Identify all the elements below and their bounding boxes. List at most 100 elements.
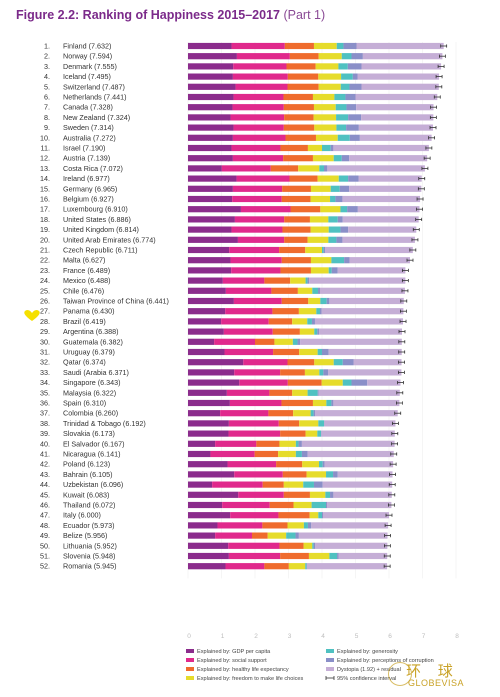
- bar-segment-generosity: [328, 267, 332, 274]
- bar-segment-gdp: [188, 542, 229, 549]
- bar-segment-generosity: [295, 440, 299, 447]
- bar-segment-dystopia: [353, 359, 402, 366]
- bar-segment-dystopia: [358, 175, 422, 182]
- bar-segment-corruption: [331, 267, 338, 274]
- bar-segment-gdp: [188, 114, 231, 121]
- bar-segment-generosity: [331, 257, 345, 264]
- bar-segment-corruption: [331, 399, 334, 407]
- rank-label: 30.: [40, 337, 50, 346]
- legend-label: Explained by: freedom to make life choic…: [197, 676, 304, 682]
- country-label: United States (6.886): [63, 215, 131, 224]
- bar-segment-corruption: [317, 389, 319, 396]
- bar-segment-dystopia: [298, 532, 388, 539]
- bar-segment-social: [233, 63, 287, 70]
- bar-segment-dystopia: [358, 124, 434, 131]
- country-label: Costa Rica (7.072): [63, 164, 123, 173]
- bar-segment-gdp: [188, 481, 213, 488]
- country-label: Bahrain (6.105): [63, 470, 113, 479]
- bar-segment-gdp: [188, 63, 234, 70]
- bar-segment-health: [281, 257, 311, 264]
- rank-label: 9.: [44, 123, 50, 132]
- bar-segment-corruption: [295, 532, 299, 539]
- legend-label: 95% confidence interval: [337, 676, 396, 682]
- bar-segment-social: [233, 297, 282, 305]
- bar-segment-freedom: [305, 430, 318, 437]
- bar-segment-gdp: [188, 297, 234, 305]
- x-tick-label: 2: [254, 633, 258, 640]
- bar-segment-gdp: [188, 461, 228, 468]
- bar-segment-corruption: [344, 257, 350, 264]
- bar-segment-freedom: [288, 563, 306, 570]
- bar-segment-corruption: [339, 185, 350, 192]
- country-label: United Kingdom (6.814): [63, 225, 139, 234]
- rank-label: 14.: [40, 174, 50, 183]
- bar-segment-social: [212, 481, 263, 488]
- country-label: Kuwait (6.083): [63, 490, 109, 499]
- rank-label: 2.: [44, 52, 50, 61]
- bar-segment-social: [232, 155, 284, 162]
- x-tick-label: 7: [422, 633, 426, 640]
- bar-segment-corruption: [349, 83, 362, 90]
- bar-segment-gdp: [188, 93, 234, 101]
- highlight-marker: [24, 309, 40, 321]
- bar-segment-generosity: [328, 236, 337, 243]
- bar-segment-freedom: [293, 501, 312, 509]
- bar-segment-corruption: [313, 481, 323, 488]
- bar-segment-generosity: [336, 114, 349, 121]
- bar-segment-freedom: [317, 175, 339, 182]
- country-label: Norway (7.594): [63, 52, 112, 61]
- bar-segment-health: [280, 552, 309, 560]
- rank-label: 4.: [44, 72, 50, 81]
- rank-label: 22.: [40, 256, 50, 265]
- bar-segment-generosity: [336, 124, 347, 131]
- bar-segment-dystopia: [311, 522, 389, 529]
- bar-segment-generosity: [310, 410, 314, 417]
- bar-segment-corruption: [352, 73, 358, 80]
- bar-segment-freedom: [312, 399, 327, 407]
- bar-segment-dystopia: [367, 379, 401, 386]
- bar-segment-gdp: [188, 379, 240, 386]
- bar-segment-generosity: [319, 369, 324, 376]
- bar-segment-gdp: [188, 277, 223, 284]
- bar-segment-gdp: [188, 124, 234, 131]
- bar-segment-corruption: [335, 195, 343, 203]
- bar-segment-health: [279, 246, 306, 254]
- bar-segment-corruption: [311, 318, 315, 325]
- bar-segment-freedom: [314, 124, 337, 131]
- rank-label: 27.: [40, 307, 50, 316]
- bar-segment-freedom: [299, 348, 318, 356]
- bar-segment-corruption: [322, 348, 329, 356]
- country-label: Iceland (7.495): [63, 72, 111, 81]
- bar-segment-freedom: [318, 83, 341, 90]
- bar-segment-social: [234, 216, 285, 223]
- bar-segment-health: [281, 297, 309, 305]
- bar-segment-social: [233, 124, 284, 131]
- chart-title-part: (Part 1): [283, 8, 326, 22]
- bar-segment-freedom: [267, 532, 287, 539]
- bar-segment-generosity: [303, 481, 314, 488]
- bar-segment-social: [210, 450, 255, 458]
- bar-segment-generosity: [317, 348, 322, 356]
- bar-segment-corruption: [349, 134, 360, 141]
- bar-segment-dystopia: [324, 461, 394, 468]
- bar-segment-corruption: [348, 114, 362, 121]
- watermark-chinese-text: 环 球: [406, 662, 459, 680]
- bar-segment-corruption: [319, 308, 322, 315]
- bar-segment-social: [215, 532, 252, 539]
- bar-segment-dystopia: [325, 246, 413, 254]
- bar-segment-generosity: [303, 522, 308, 529]
- country-label: Finland (7.632): [63, 42, 111, 51]
- bar-segment-corruption: [326, 501, 328, 509]
- bar-segment-social: [231, 226, 283, 233]
- bar-segment-health: [284, 236, 308, 243]
- bar-segment-dystopia: [301, 440, 395, 447]
- bar-segment-dystopia: [356, 42, 444, 50]
- bar-segment-generosity: [312, 287, 318, 294]
- bar-segment-corruption: [298, 440, 302, 447]
- bar-segment-generosity: [333, 155, 342, 162]
- bar-segment-dystopia: [361, 83, 439, 90]
- bar-segment-health: [284, 114, 314, 121]
- bar-segment-health: [262, 481, 284, 488]
- rank-label: 8.: [44, 113, 50, 122]
- bar-segment-dystopia: [361, 63, 442, 70]
